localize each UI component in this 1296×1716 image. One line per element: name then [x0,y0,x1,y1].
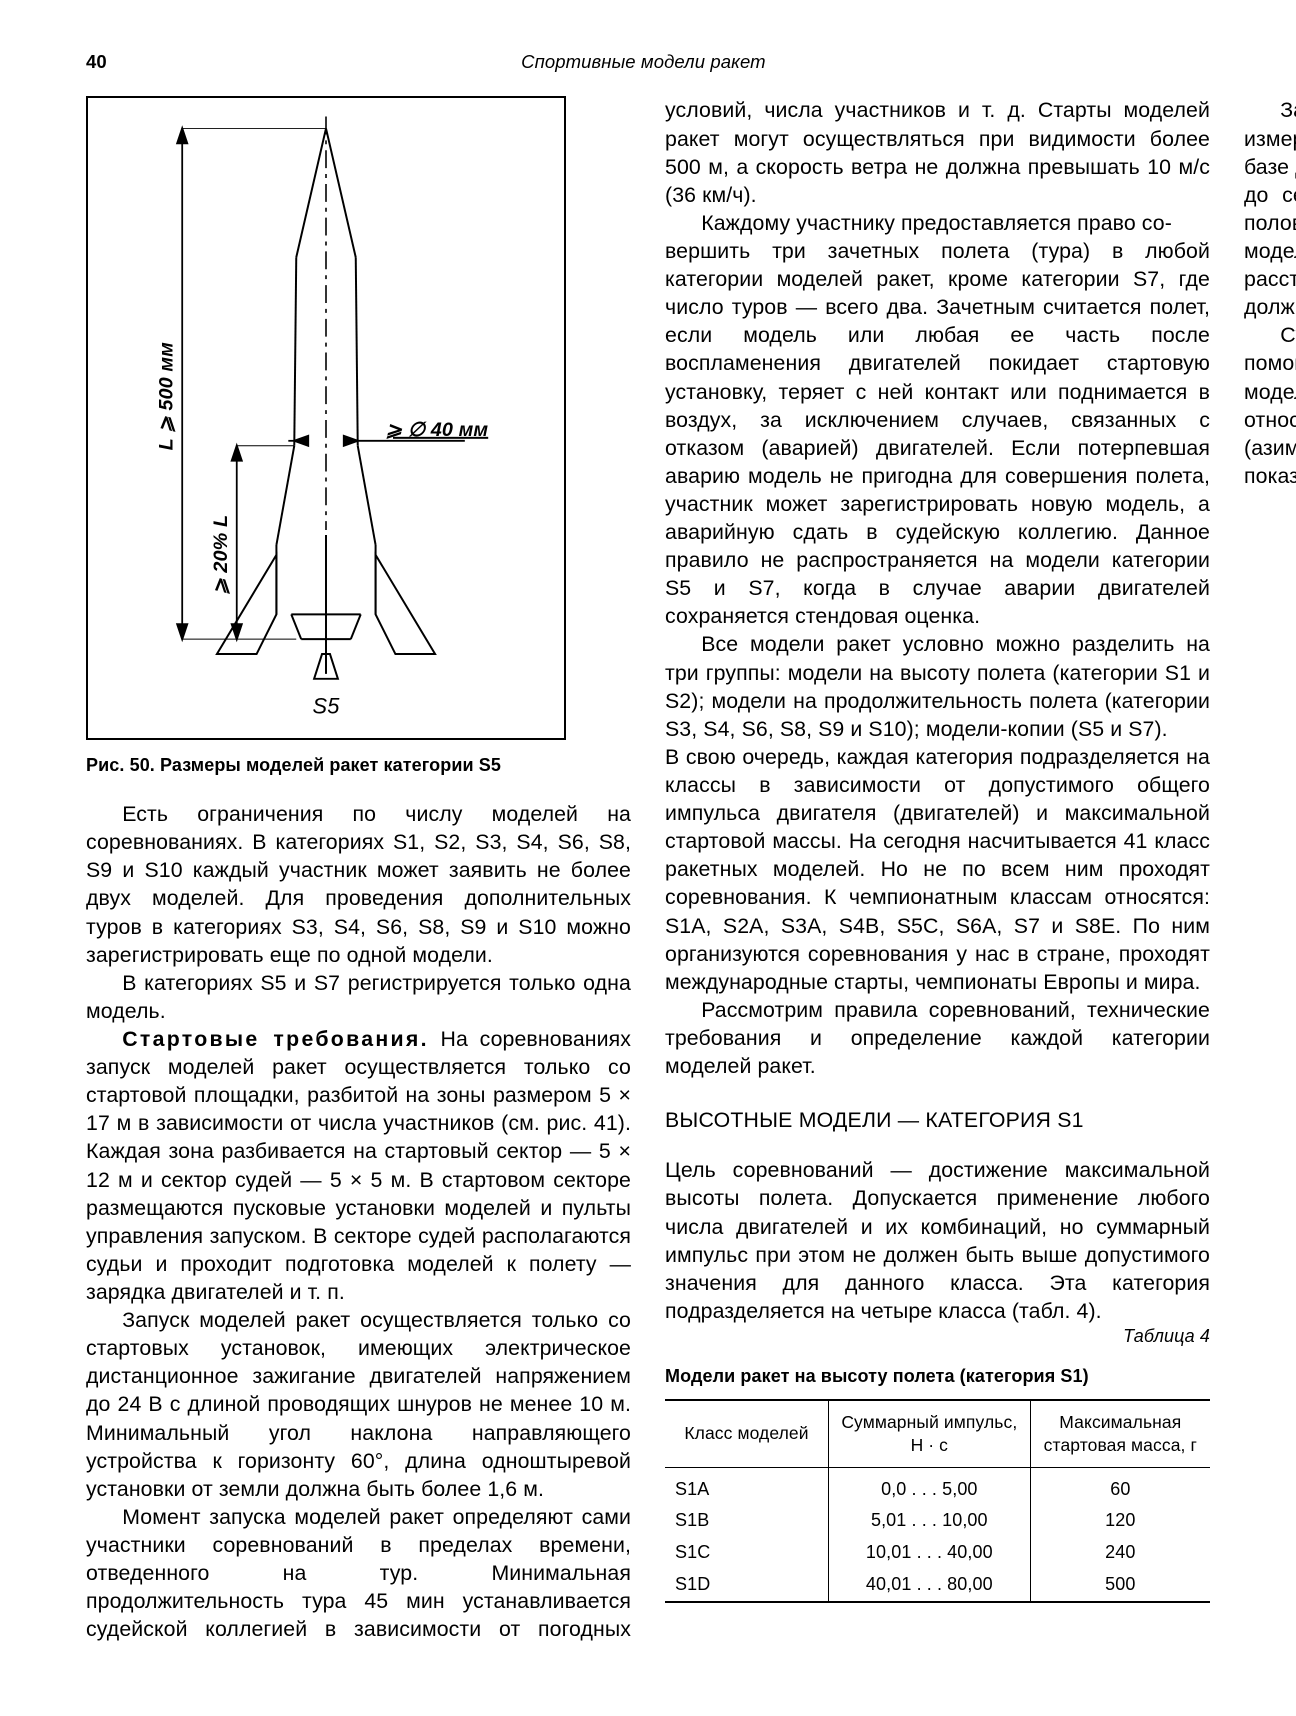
figure-50: L ⩾ 500 мм ⩾ 20% L ⩾ ∅ 40 мм S5 [86,96,566,740]
body-p: Судьи-наблюдатели (операторы) визуально … [1244,321,1296,490]
body-p: В категориях S5 и S7 регистрируется толь… [86,969,631,1025]
table-row: S1B 5,01 . . . 10,00 120 [665,1505,1210,1537]
page-header: 40 Спортивные модели ракет [86,50,1210,74]
body-p: В свою очередь, каждая категория подразд… [665,743,1210,996]
table-row: S1A 0,0 . . . 5,00 60 [665,1467,1210,1505]
body-p: Замер высоты осуществляется двумя измери… [1244,96,1296,321]
table-row: S1D 40,01 . . . 80,00 500 [665,1569,1210,1602]
th: Класс моделей [665,1400,829,1468]
body-p: Рассмотрим правила соревнований, техниче… [665,996,1210,1080]
body-p: Стартовые требования. На соревнованиях з… [86,1025,631,1306]
table-row: S1C 10,01 . . . 40,00 240 [665,1537,1210,1569]
body-p: Цель соревнований — достижение максималь… [665,1156,1210,1325]
section-heading: ВЫСОТНЫЕ МОДЕЛИ — КАТЕГОРИЯ S1 [665,1106,1210,1134]
text-columns: L ⩾ 500 мм ⩾ 20% L ⩾ ∅ 40 мм S5 Рис. 50.… [86,96,1210,1656]
th: Максимальная стартовая масса, г [1030,1400,1210,1468]
body-p: Каждому участнику предоставляется право … [665,209,1210,237]
running-title: Спортивные модели ракет [521,50,766,74]
th: Суммарный импульс, Н · с [829,1400,1031,1468]
page-number: 40 [86,50,107,74]
table-title: Модели ракет на высоту полета (категория… [665,1365,1210,1389]
body-p: Есть ограничения по числу моделей на сор… [86,800,631,969]
body-p: Запуск моделей ракет осуществляется толь… [86,1306,631,1503]
svg-text:⩾ ∅ 40 мм: ⩾ ∅ 40 мм [385,419,488,441]
table-number: Таблица 4 [665,1325,1210,1349]
svg-text:S5: S5 [313,694,341,719]
body-p: Все модели ракет условно можно разделить… [665,630,1210,742]
svg-text:⩾ 20% L: ⩾ 20% L [210,515,232,595]
table-4: Класс моделей Суммарный импульс, Н · с М… [665,1399,1210,1603]
svg-text:L ⩾ 500 мм: L ⩾ 500 мм [155,342,177,451]
figure-caption: Рис. 50. Размеры моделей ракет категории… [86,754,631,778]
body-p: вершить три зачетных полета (тура) в люб… [665,237,1210,631]
